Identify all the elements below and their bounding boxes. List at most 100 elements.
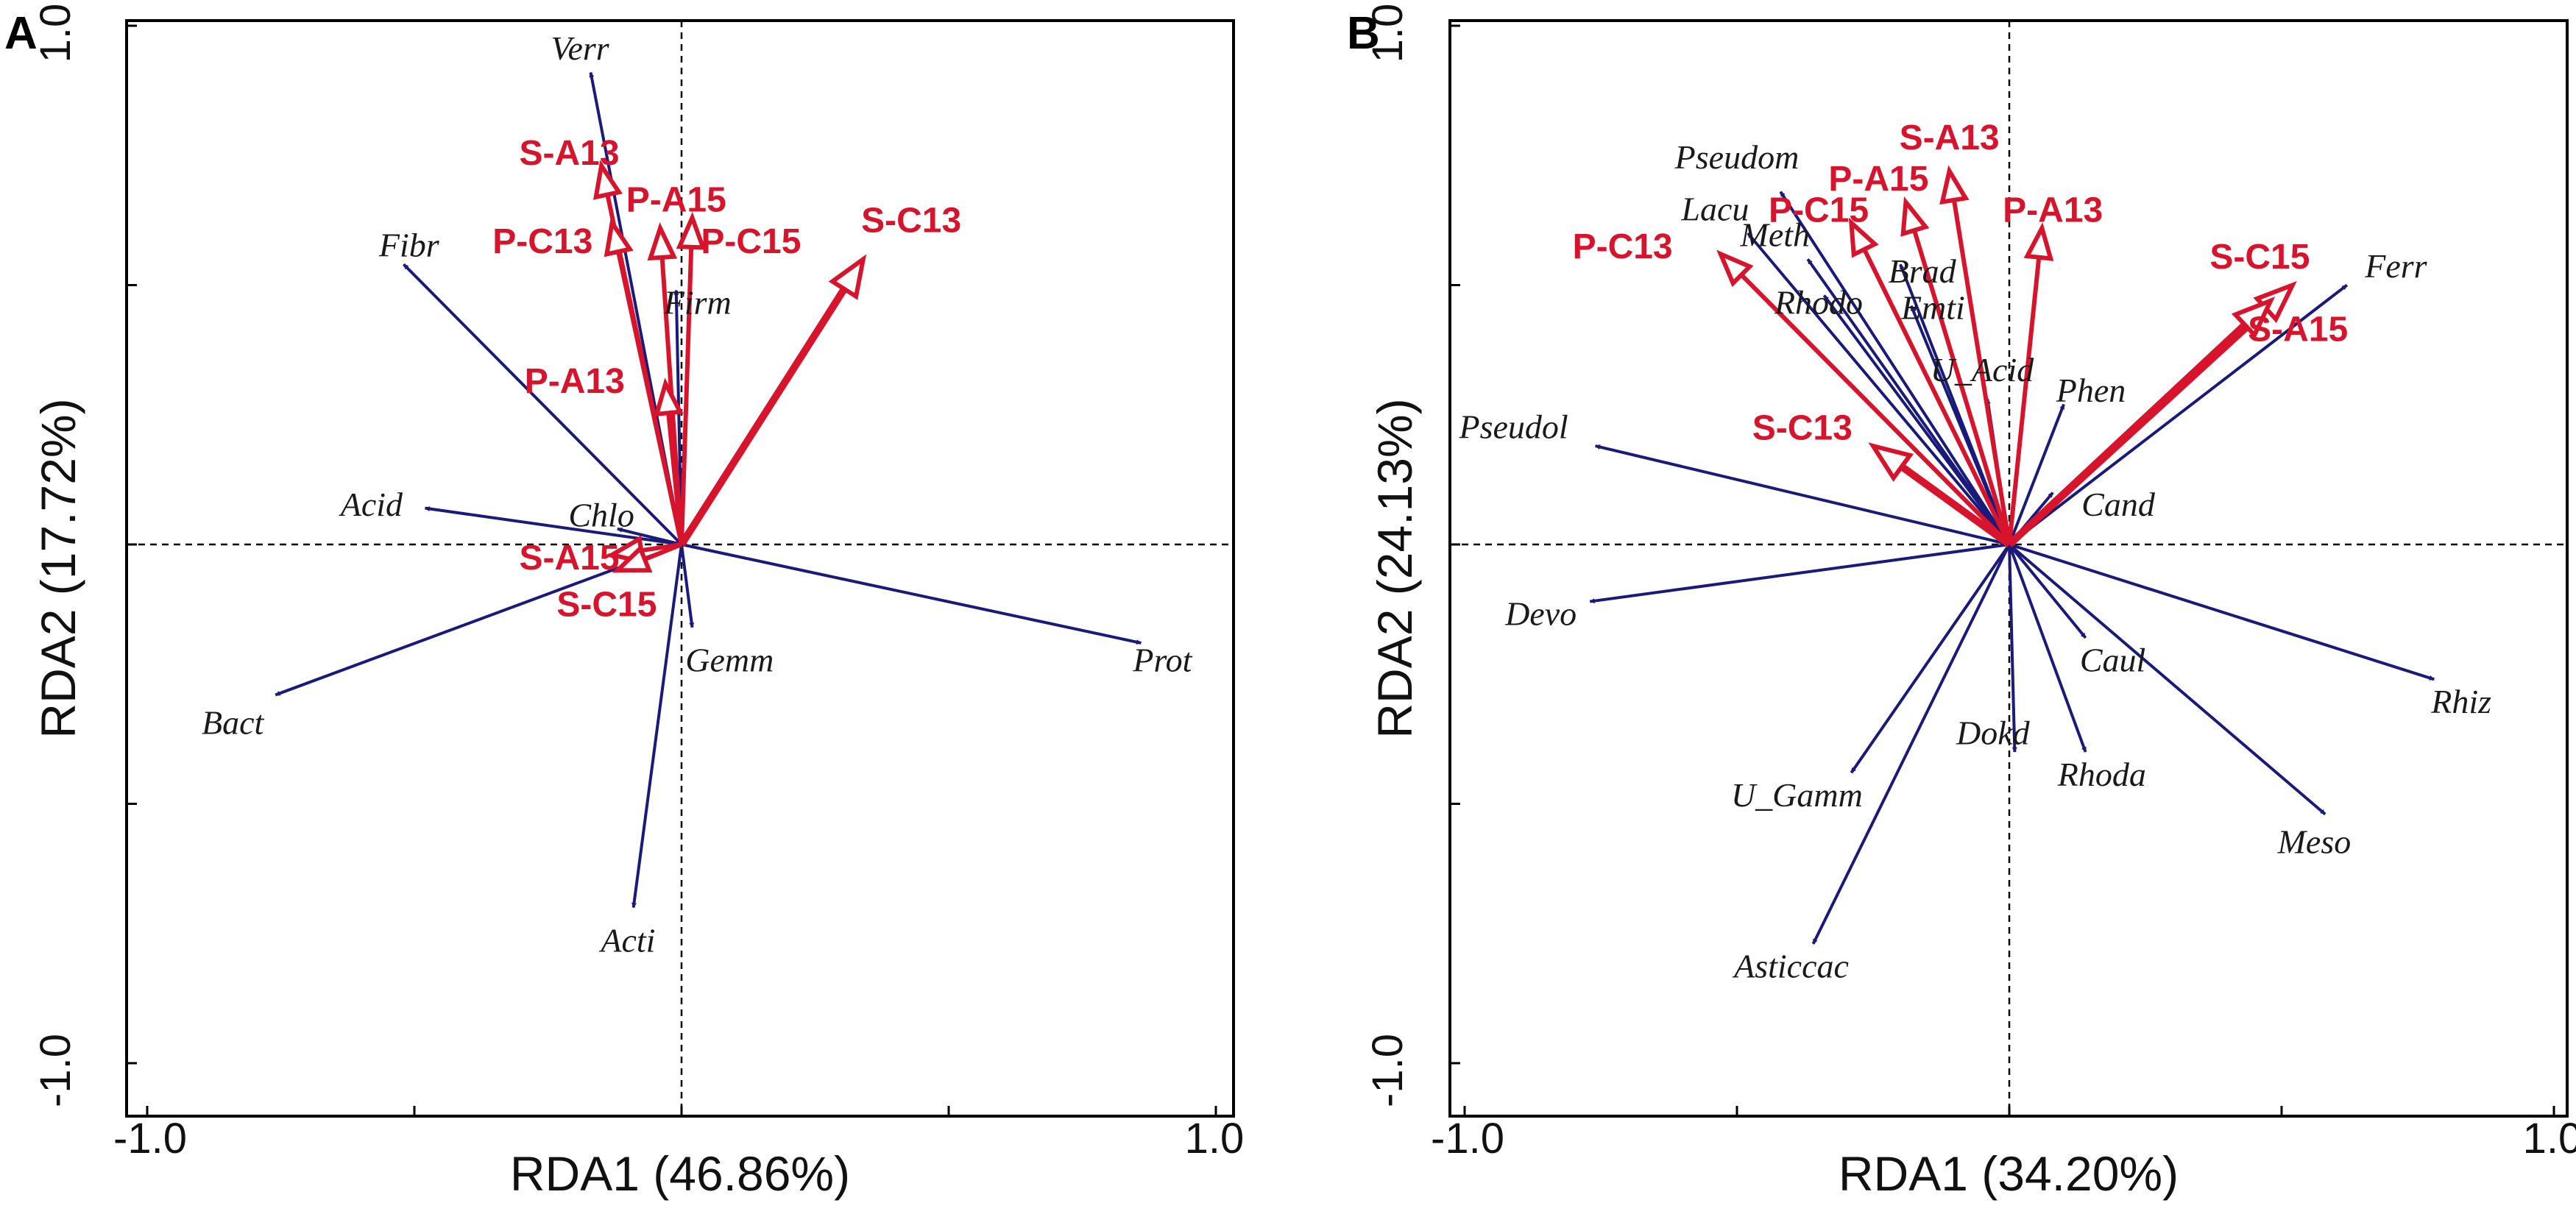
- env-label-p-c15: P-C15: [1769, 191, 1869, 230]
- species-label-u-gamm: U_Gamm: [1731, 776, 1863, 814]
- env-arrowhead-p-a13: [654, 377, 684, 417]
- panel-letter: A: [4, 8, 38, 59]
- x-tick-label-min: -1.0: [113, 1115, 187, 1162]
- species-label-meso: Meso: [2277, 823, 2352, 860]
- env-label-s-c15: S-C15: [556, 585, 657, 624]
- species-arrow-lacu: [1747, 232, 2011, 546]
- env-arrowhead-p-a15: [647, 221, 678, 261]
- y-axis-title: RDA2 (17.72%): [31, 398, 85, 738]
- env-label-s-c13: S-C13: [861, 202, 961, 241]
- env-label-p-a13: P-A13: [525, 362, 625, 401]
- species-arrow-u-gamm: [1850, 543, 2011, 774]
- species-arrow-acti: [631, 544, 683, 909]
- species-arrow-meso: [2008, 543, 2326, 816]
- env-label-p-c13: P-C13: [492, 222, 592, 261]
- species-label-acti: Acti: [598, 921, 655, 959]
- species-label-devo: Devo: [1504, 594, 1577, 632]
- species-label-phen: Phen: [2056, 372, 2126, 409]
- env-arrow-p-c15: [1862, 248, 2011, 546]
- species-arrow-bact: [275, 543, 682, 697]
- x-axis-title: RDA1 (34.20%): [1839, 1146, 2179, 1201]
- env-label-s-c15: S-C15: [2209, 238, 2310, 277]
- env-arrow-s-c15: [643, 542, 683, 562]
- species-label-pseudol: Pseudol: [1458, 408, 1568, 445]
- env-arrow-p-c15: [679, 246, 694, 545]
- species-arrow-rhiz: [2009, 543, 2435, 681]
- env-arrowhead-s-a15: [2231, 297, 2276, 339]
- env-arrowhead-s-c13: [1868, 442, 1914, 482]
- species-label-cand: Cand: [2081, 486, 2156, 523]
- x-tick-label-min: -1.0: [1431, 1115, 1504, 1162]
- species-arrow-asticcac: [1811, 544, 2011, 945]
- env-arrow-s-a15: [2006, 322, 2248, 547]
- env-arrow-s-c13: [1899, 464, 2011, 548]
- env-label-p-a15: P-A15: [1828, 160, 1928, 199]
- species-arrow-emti: [1909, 305, 2011, 545]
- species-label-acid: Acid: [339, 486, 403, 523]
- species-arrow-devo: [1589, 543, 2010, 604]
- species-arrow-fibr: [403, 263, 683, 546]
- env-arrow-p-c13: [616, 251, 684, 545]
- env-arrow-p-a13: [666, 412, 684, 545]
- species-arrow-chlo: [617, 527, 682, 546]
- env-arrowhead-s-a13: [592, 160, 623, 200]
- y-axis-title: RDA2 (24.13%): [1367, 398, 1422, 738]
- species-label-firm: Firm: [663, 283, 732, 321]
- env-arrowhead-p-c15: [1848, 217, 1879, 258]
- species-arrow-gemm: [680, 544, 695, 628]
- species-label-rhoda: Rhoda: [2057, 756, 2146, 793]
- env-label-s-a13: S-A13: [1900, 118, 2000, 157]
- panel-b-biplot: -1.0 1.0 -1.0 1.0 RDA1 (34.20%) RDA2 (24.13%)…: [1347, 4, 2576, 1201]
- species-label-dokd: Dokd: [1956, 714, 2031, 751]
- species-arrow-dokd: [2008, 544, 2017, 753]
- species-arrow-rhoda: [2008, 544, 2087, 753]
- species-label-emti: Emti: [1900, 288, 1965, 326]
- y-tick-label-max: 1.0: [1364, 4, 1412, 63]
- env-label-s-a13: S-A13: [520, 134, 620, 173]
- species-label-gemm: Gemm: [685, 642, 774, 679]
- species-label-asticcac: Asticcac: [1732, 948, 1849, 985]
- env-arrowhead-p-a13: [2023, 221, 2054, 261]
- species-arrow-ferr: [2008, 283, 2349, 546]
- env-label-p-c15: P-C15: [701, 222, 801, 261]
- panel-letter: B: [1347, 8, 1380, 59]
- env-label-p-c13: P-C13: [1573, 227, 1673, 266]
- y-tick-label-min: -1.0: [1364, 1034, 1412, 1107]
- species-label-u-acid: U_Acid: [1931, 351, 2035, 388]
- species-label-verr: Verr: [551, 29, 609, 67]
- species-arrow-caul: [2008, 543, 2087, 639]
- env-label-p-a15: P-A15: [626, 180, 726, 219]
- species-label-meth: Meth: [1740, 216, 1811, 254]
- species-label-lacu: Lacu: [1680, 190, 1749, 227]
- species-label-ferr: Ferr: [2364, 247, 2427, 285]
- panel-a-biplot: -1.0 1.0 -1.0 1.0 RDA1 (46.86%) RDA2 (17.72%)…: [4, 4, 1244, 1201]
- env-arrow-p-a15: [1912, 230, 2011, 545]
- species-label-bact: Bact: [202, 703, 265, 741]
- env-arrowhead-p-c13: [1716, 249, 1754, 288]
- env-arrowhead-s-c15: [612, 544, 653, 573]
- env-arrowhead-p-c13: [604, 217, 634, 258]
- env-arrowhead-s-c13: [828, 254, 867, 300]
- species-label-pseudom: Pseudom: [1674, 138, 1800, 176]
- species-arrow-rhodo: [1822, 294, 2011, 546]
- species-label-fibr: Fibr: [378, 227, 440, 264]
- species-arrow-pseudol: [1594, 444, 2010, 546]
- env-arrow-s-a13: [1951, 199, 2011, 545]
- x-axis-title: RDA1 (46.86%): [510, 1146, 850, 1201]
- species-label-caul: Caul: [2080, 642, 2145, 679]
- env-label-s-a15: S-A15: [520, 539, 620, 578]
- env-arrowhead-s-a13: [1939, 165, 1970, 205]
- env-label-s-c13: S-C13: [1752, 409, 1853, 448]
- plot-frame: [125, 19, 1235, 1118]
- env-arrow-s-c13: [678, 287, 848, 547]
- env-arrowhead-p-a15: [1900, 196, 1930, 237]
- species-arrow-phen: [2008, 403, 2065, 545]
- env-arrowhead-p-c15: [676, 211, 707, 250]
- x-tick-label-max: 1.0: [2523, 1115, 2576, 1162]
- species-label-prot: Prot: [1132, 642, 1192, 679]
- env-arrow-p-a13: [2007, 257, 2042, 545]
- species-arrow-prot: [681, 543, 1142, 645]
- species-label-rhiz: Rhiz: [2430, 683, 2491, 720]
- species-label-chlo: Chlo: [568, 496, 634, 533]
- species-label-rhodo: Rhodo: [1774, 283, 1863, 321]
